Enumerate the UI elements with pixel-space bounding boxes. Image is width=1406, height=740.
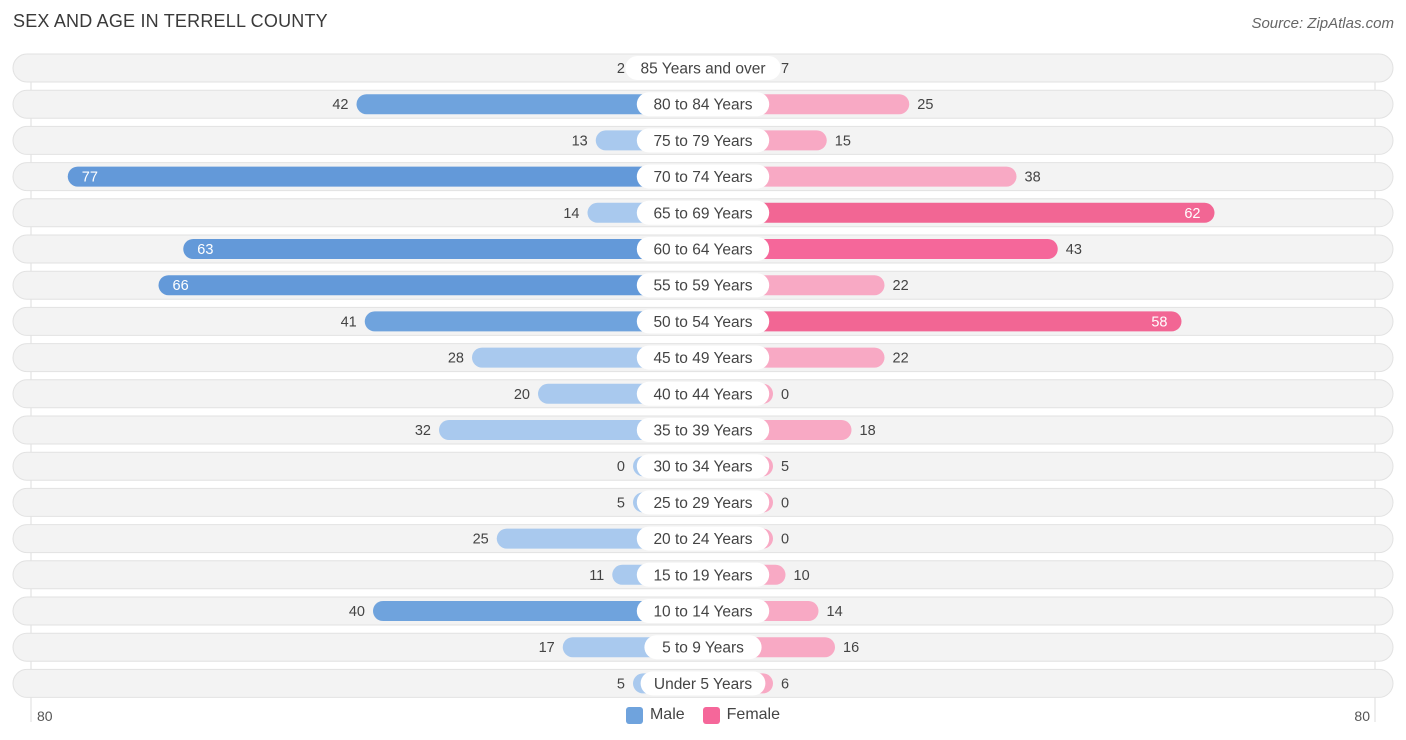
- female-value-35-to-39-years: 18: [860, 423, 876, 439]
- category-pill-55-to-59-years: [636, 273, 770, 298]
- category-pill-35-to-39-years: [636, 418, 770, 442]
- source-label: Source: ZipAtlas.com: [1251, 15, 1394, 32]
- male-value-40-to-44-years: 20: [514, 387, 530, 403]
- legend-label-female: Female: [726, 706, 781, 723]
- male-bar-55-to-59-years: [158, 275, 703, 296]
- category-pill-15-to-19-years: [636, 562, 770, 587]
- male-value-85-years-and-over: 2: [617, 61, 625, 77]
- female-value-45-to-49-years: 22: [893, 351, 909, 367]
- male-bar-80-to-84-years: [356, 94, 703, 115]
- female-bar-60-to-64-years: [703, 239, 1058, 259]
- category-pill-50-to-54-years: [636, 309, 770, 334]
- female-bar-50-to-54-years: [703, 311, 1182, 332]
- category-pill-45-to-49-years: [636, 345, 770, 370]
- category-label-25-to-29-years: 25 to 29 Years: [653, 495, 752, 512]
- male-value-20-to-24-years: 25: [473, 532, 489, 548]
- female-value-55-to-59-years: 22: [893, 278, 909, 294]
- category-label-20-to-24-years: 20 to 24 Years: [653, 531, 752, 548]
- category-pill-40-to-44-years: [636, 381, 770, 406]
- male-value-70-to-74-years: 77: [82, 170, 98, 186]
- category-pill-under-5-years: [640, 671, 766, 696]
- category-label-65-to-69-years: 65 to 69 Years: [653, 205, 752, 222]
- male-value-75-to-79-years: 13: [572, 133, 588, 149]
- legend-item-male: Male: [625, 706, 685, 724]
- axis-label-left: 80: [37, 708, 53, 724]
- category-pill-10-to-14-years: [636, 599, 770, 623]
- female-value-5-to-9-years: 16: [843, 640, 859, 656]
- female-bar-70-to-74-years: [703, 166, 1017, 187]
- category-label-50-to-54-years: 50 to 54 Years: [653, 314, 752, 331]
- female-value-65-to-69-years: 62: [1184, 206, 1200, 222]
- male-value-under-5-years: 5: [617, 676, 625, 692]
- category-pill-70-to-74-years: [636, 164, 770, 189]
- category-pill-20-to-24-years: [636, 526, 770, 551]
- category-pill-80-to-84-years: [636, 92, 770, 117]
- category-label-75-to-79-years: 75 to 79 Years: [653, 133, 752, 150]
- legend-label-male: Male: [649, 706, 685, 723]
- legend: Male Female: [0, 706, 1406, 724]
- category-label-55-to-59-years: 55 to 59 Years: [653, 278, 752, 295]
- male-bar-60-to-64-years: [183, 239, 703, 259]
- female-bar-65-to-69-years: [703, 202, 1215, 223]
- category-label-70-to-74-years: 70 to 74 Years: [653, 169, 752, 186]
- male-value-5-to-9-years: 17: [539, 640, 555, 656]
- female-value-25-to-29-years: 0: [781, 495, 789, 511]
- male-value-55-to-59-years: 66: [173, 278, 189, 294]
- male-value-25-to-29-years: 5: [617, 495, 625, 511]
- category-pill-25-to-29-years: [636, 490, 770, 515]
- category-label-80-to-84-years: 80 to 84 Years: [653, 97, 752, 114]
- category-pill-60-to-64-years: [636, 237, 770, 261]
- female-value-80-to-84-years: 25: [917, 97, 933, 113]
- female-value-75-to-79-years: 15: [835, 133, 851, 149]
- female-value-under-5-years: 6: [781, 676, 789, 692]
- male-value-65-to-69-years: 14: [563, 206, 579, 222]
- female-value-15-to-19-years: 10: [794, 568, 810, 584]
- male-value-30-to-34-years: 0: [617, 459, 625, 475]
- legend-item-female: Female: [702, 706, 781, 724]
- category-label-35-to-39-years: 35 to 39 Years: [653, 423, 752, 440]
- axis-label-right: 80: [1354, 708, 1370, 724]
- male-bar-35-to-39-years: [439, 420, 703, 440]
- category-label-15-to-19-years: 15 to 19 Years: [653, 567, 752, 584]
- male-value-80-to-84-years: 42: [332, 97, 348, 113]
- male-value-45-to-49-years: 28: [448, 351, 464, 367]
- category-label-85-years-and-over: 85 Years and over: [641, 61, 766, 78]
- male-value-60-to-64-years: 63: [197, 242, 213, 258]
- male-value-15-to-19-years: 11: [589, 568, 604, 584]
- female-value-40-to-44-years: 0: [781, 387, 789, 403]
- category-label-40-to-44-years: 40 to 44 Years: [653, 386, 752, 403]
- category-pill-65-to-69-years: [636, 200, 770, 225]
- category-label-5-to-9-years: 5 to 9 Years: [662, 640, 744, 657]
- female-value-60-to-64-years: 43: [1066, 242, 1082, 258]
- legend-swatch-female: [702, 706, 720, 724]
- female-value-70-to-74-years: 38: [1025, 170, 1041, 186]
- female-value-20-to-24-years: 0: [781, 532, 789, 548]
- category-pill-5-to-9-years: [644, 635, 762, 660]
- category-pill-85-years-and-over: [625, 56, 781, 80]
- legend-swatch-male: [625, 706, 643, 724]
- male-bar-50-to-54-years: [364, 311, 703, 332]
- female-value-85-years-and-over: 7: [781, 61, 789, 77]
- male-bar-70-to-74-years: [67, 166, 703, 187]
- category-label-60-to-64-years: 60 to 64 Years: [653, 242, 752, 259]
- female-value-50-to-54-years: 58: [1151, 314, 1167, 330]
- category-label-30-to-34-years: 30 to 34 Years: [653, 459, 752, 476]
- category-pill-30-to-34-years: [636, 454, 770, 479]
- category-label-10-to-14-years: 10 to 14 Years: [653, 604, 752, 621]
- male-bar-10-to-14-years: [373, 601, 703, 621]
- female-value-30-to-34-years: 5: [781, 459, 789, 475]
- chart-title: SEX AND AGE IN TERRELL COUNTY: [13, 11, 328, 31]
- category-label-under-5-years: Under 5 Years: [654, 676, 752, 693]
- male-value-50-to-54-years: 41: [341, 314, 357, 330]
- male-value-35-to-39-years: 32: [415, 423, 431, 439]
- category-pill-75-to-79-years: [636, 128, 770, 153]
- female-value-10-to-14-years: 14: [827, 604, 843, 620]
- category-label-45-to-49-years: 45 to 49 Years: [653, 350, 752, 367]
- male-value-10-to-14-years: 40: [349, 604, 365, 620]
